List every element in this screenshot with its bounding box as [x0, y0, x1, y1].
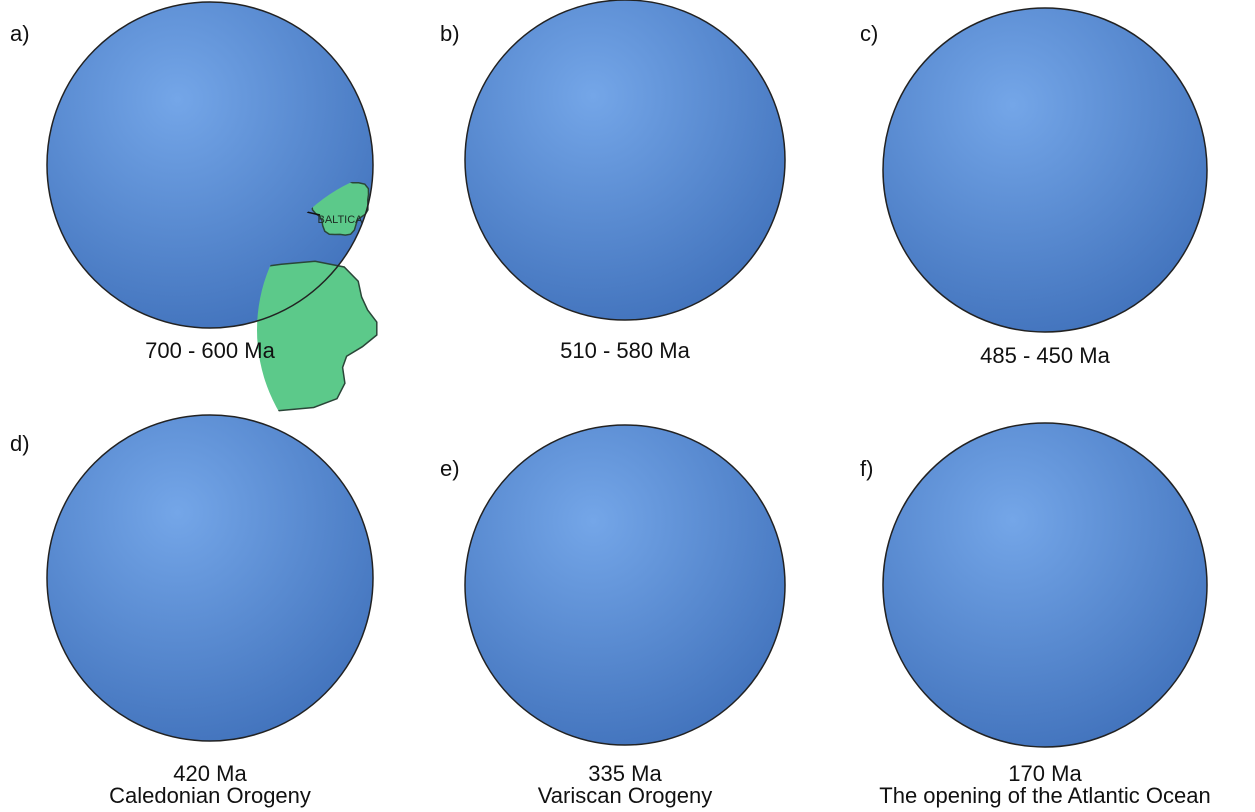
globe-panel: c)LAURENTIASIBERIAEquatorIAPETUSOCEANBAL…	[860, 2, 1231, 412]
panel-letter: a)	[10, 21, 30, 46]
globe-panel: b)LAURENTIASIBERIAEquatorIAPETUSOCEANBAL…	[440, 0, 821, 396]
globe-panel: e)EquatorPANGEASouth Pole335 MaVariscan …	[440, 404, 795, 808]
caption: 700 - 600 Ma	[145, 338, 275, 363]
globe-panel: a)LAURENTIASIBERIAEquatorIAPETUSOCEANBAL…	[10, 0, 422, 417]
caption: Variscan Orogeny	[538, 783, 712, 808]
globe-panel: d)SIBERIALAURUSSIAEquatorRHEIC OCEANSout…	[10, 392, 380, 812]
globe	[883, 8, 1207, 332]
globe	[883, 423, 1207, 747]
panel-letter: b)	[440, 21, 460, 46]
map-label: BALTICA	[317, 214, 363, 226]
caption: 485 - 450 Ma	[980, 343, 1110, 368]
panel-letter: d)	[10, 431, 30, 456]
caption: Caledonian Orogeny	[109, 783, 311, 808]
globe	[465, 0, 785, 320]
globe	[465, 425, 785, 745]
panel-letter: f)	[860, 456, 873, 481]
panel-letter: c)	[860, 21, 878, 46]
globe	[47, 415, 373, 741]
figure: a)LAURENTIASIBERIAEquatorIAPETUSOCEANBAL…	[0, 0, 1255, 812]
caption: The opening of the Atlantic Ocean	[879, 783, 1210, 808]
caption: 510 - 580 Ma	[560, 338, 690, 363]
panel-letter: e)	[440, 456, 460, 481]
